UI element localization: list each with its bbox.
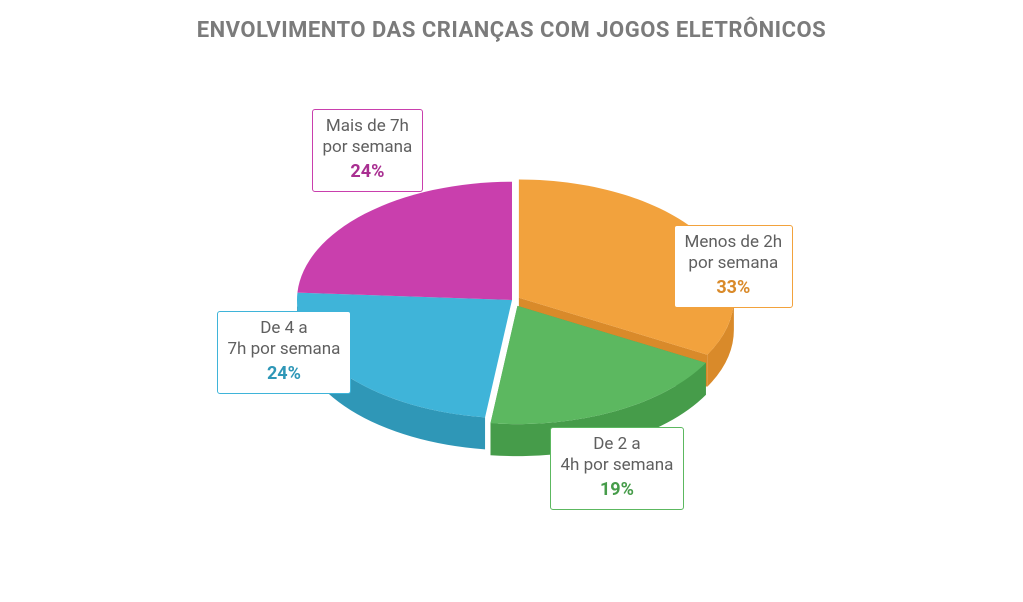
pie-slice-blue <box>297 293 512 418</box>
chart-container: ENVOLVIMENTO DAS CRIANÇAS COM JOGOS ELET… <box>0 0 1023 602</box>
pie-wrapper: Menos de 2hpor semana33%De 2 a4h por sem… <box>222 95 802 555</box>
pie-slice-magenta <box>297 182 512 300</box>
pie-chart <box>222 95 802 555</box>
chart-title: ENVOLVIMENTO DAS CRIANÇAS COM JOGOS ELET… <box>0 18 1023 43</box>
